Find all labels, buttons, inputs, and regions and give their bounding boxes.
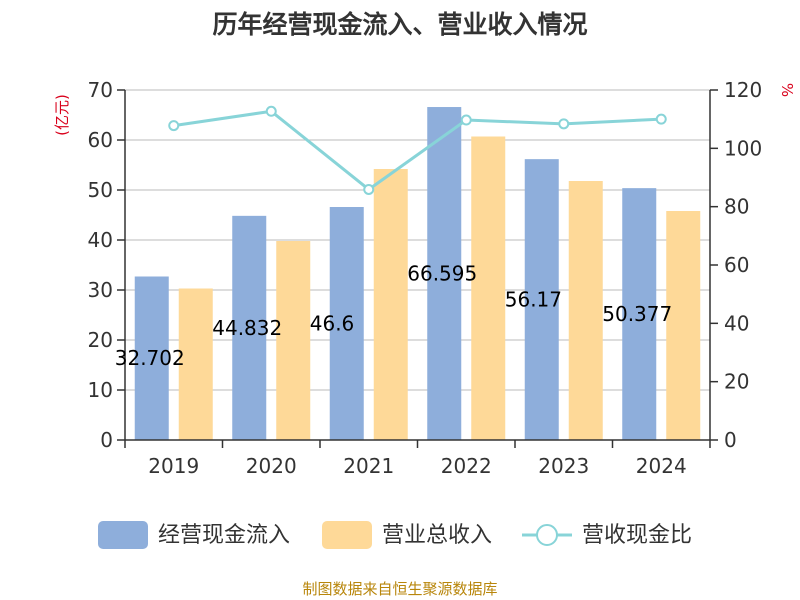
ratio-point-2023 [558,118,570,130]
x-tick-label-2023: 2023 [538,454,589,478]
bar-cash-inflow-2024 [622,188,657,440]
bar-cash-inflow-2023 [524,159,559,440]
bar-revenue-2024 [666,211,701,440]
legend-label-cash-inflow: 经营现金流入 [158,523,290,548]
legend-label-revenue: 营业总收入 [382,523,492,548]
data-label-cash-inflow-2023: 56.17 [505,288,562,312]
bar-revenue-2019 [178,288,213,440]
x-tick-label-2022: 2022 [441,454,492,478]
right-tick-label: 0 [724,428,737,452]
right-tick-label: 120 [724,78,762,102]
data-label-cash-inflow-2020: 44.832 [212,316,282,340]
bar-revenue-2022 [471,136,506,440]
legend-marker-ratio [536,524,558,546]
left-tick-label: 60 [88,128,113,152]
right-axis-unit: % [778,83,796,97]
bar-cash-inflow-2019 [134,276,169,440]
ratio-point-2020 [265,105,277,117]
left-axis-unit: (亿元) [53,94,71,136]
left-tick-label: 20 [88,328,113,352]
x-tick-label-2020: 2020 [246,454,297,478]
ratio-point-2019 [168,120,180,132]
data-label-cash-inflow-2021: 46.6 [310,312,355,336]
x-tick-label-2021: 2021 [343,454,394,478]
x-tick-label-2024: 2024 [636,454,687,478]
legend: 经营现金流入 营业总收入 营收现金比 [98,521,692,549]
left-tick-label: 0 [100,428,113,452]
chart-title: 历年经营现金流入、营业收入情况 [212,10,587,39]
data-labels: 32.702 44.832 46.6 66.595 56.17 50.377 [115,262,672,371]
bar-cash-inflow-2020 [232,215,267,440]
right-tick-label: 20 [724,370,749,394]
legend-label-ratio: 营收现金比 [582,523,692,548]
right-tick-label: 80 [724,195,749,219]
right-tick-label: 60 [724,253,749,277]
grid-lines [125,89,710,441]
legend-swatch-cash-inflow [98,521,148,549]
data-label-cash-inflow-2022: 66.595 [407,262,477,286]
ratio-polyline [173,109,662,192]
ratio-point-2021 [363,183,375,195]
left-tick-label: 10 [88,378,113,402]
x-tick-label-2019: 2019 [148,454,199,478]
bar-cash-inflow-2022 [427,107,462,441]
axes: 0 10 20 30 40 50 60 70 0 20 40 60 80 100 120 2019 2020 20… [88,78,763,478]
source-note: 制图数据来自恒生聚源数据库 [302,580,497,598]
legend-swatch-revenue [322,521,372,549]
ratio-line [168,105,667,195]
ratio-point-2022 [460,114,472,126]
left-tick-label: 30 [88,278,113,302]
bar-revenue-2020 [276,241,311,440]
left-tick-label: 40 [88,228,113,252]
right-tick-label: 40 [724,311,749,335]
bar-revenue-2023 [568,181,603,440]
bar-cash-inflow-2021 [329,207,364,440]
data-label-cash-inflow-2019: 32.702 [115,346,185,370]
bars [134,107,701,441]
bar-revenue-2021 [373,169,408,440]
left-tick-label: 70 [88,78,113,102]
left-tick-label: 50 [88,178,113,202]
ratio-point-2024 [655,113,667,125]
right-tick-label: 100 [724,136,762,160]
data-label-cash-inflow-2024: 50.377 [602,302,672,326]
